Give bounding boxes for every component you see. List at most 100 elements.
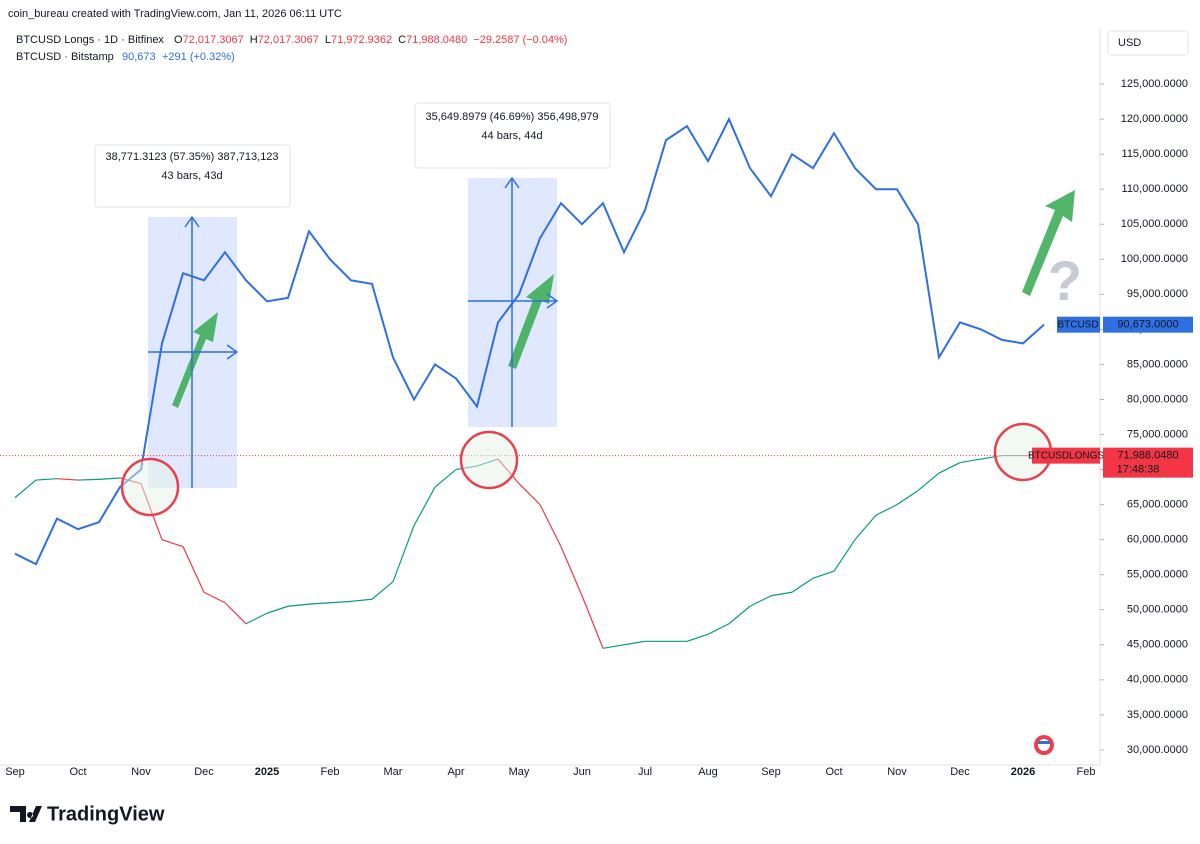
longs-segment <box>938 462 961 474</box>
y-tick-label: 95,000.0000 <box>1127 288 1188 300</box>
x-tick-label: Mar <box>384 766 403 778</box>
btcusd-line <box>14 116 1045 566</box>
x-tick-label: Apr <box>447 766 464 778</box>
longs-segment <box>266 605 289 614</box>
longs-segment <box>14 479 37 499</box>
x-tick-label: Sep <box>761 766 781 778</box>
y-tick-label: 45,000.0000 <box>1127 639 1188 651</box>
longs-segment <box>959 458 982 464</box>
longs-segment <box>245 612 268 625</box>
y-tick-label: 55,000.0000 <box>1127 569 1188 581</box>
longs-segment <box>35 478 58 481</box>
legend-value: 71,988.0480 <box>406 34 467 46</box>
legend-key: H <box>250 34 258 46</box>
y-tick-label: 125,000.0000 <box>1121 78 1188 90</box>
price-label: 90,673.0000 <box>1117 319 1178 331</box>
countdown-label: 17:48:38 <box>1117 464 1160 476</box>
x-tick-label: Oct <box>825 766 842 778</box>
measure-text: 35,649.8979 (46.69%) 356,498,979 <box>425 111 598 123</box>
longs-segment <box>875 504 898 516</box>
series-name-label: BTCUSD <box>1057 319 1098 330</box>
measure-text: 44 bars, 44d <box>481 130 542 142</box>
longs-segment <box>749 595 772 607</box>
legend-price: 90,673 <box>122 51 156 63</box>
y-tick-label: 110,000.0000 <box>1122 183 1188 195</box>
y-tick-label: 35,000.0000 <box>1127 709 1188 721</box>
longs-segment <box>896 490 919 506</box>
series-name-label: BTCUSDLONGS <box>1028 450 1104 461</box>
legend-key: O <box>174 34 183 46</box>
longs-segment <box>917 472 940 492</box>
x-tick-label: Feb <box>321 766 340 778</box>
highlight-circle <box>459 430 519 490</box>
longs-segment <box>686 633 709 642</box>
y-tick-label: 105,000.0000 <box>1121 218 1188 230</box>
price-label: 71,988.0480 <box>1117 450 1178 462</box>
legend-title: BTCUSD Longs · 1D · Bitfinex <box>16 34 164 46</box>
longs-segment <box>287 603 310 607</box>
x-tick-label: Jun <box>573 766 591 778</box>
y-tick-label: 120,000.0000 <box>1121 113 1188 125</box>
price-label-bg <box>1103 316 1193 333</box>
x-tick-label: Nov <box>887 766 907 778</box>
x-tick-label: Jul <box>638 766 652 778</box>
legend-ohlc: O72,017.3067 H72,017.3067 L71,972.9362 C71,… <box>174 34 567 46</box>
longs-segment <box>329 600 352 604</box>
currency-button[interactable] <box>1107 30 1189 56</box>
longs-segment <box>56 478 79 481</box>
measure-arrow-head <box>504 176 520 189</box>
credit: coin_bureau created with TradingView.com… <box>8 8 342 20</box>
y-tick-label: 30,000.0000 <box>1127 744 1188 756</box>
y-tick-label: 115,000.0000 <box>1122 148 1188 160</box>
price-label-bg <box>1057 316 1100 333</box>
measure-arrow-head <box>546 293 559 309</box>
longs-segment <box>350 598 373 602</box>
y-tick-label: 50,000.0000 <box>1127 604 1188 616</box>
longs-segment <box>854 514 877 541</box>
y-tick-label: 100,000.0000 <box>1121 253 1188 265</box>
longs-segment <box>413 486 436 526</box>
longs-segment <box>161 539 184 548</box>
longs-segment <box>728 605 751 625</box>
x-tick-label: Dec <box>194 766 214 778</box>
y-tick-label: 65,000.0000 <box>1127 499 1188 511</box>
highlight-circle <box>120 457 180 517</box>
longs-segment <box>791 577 814 593</box>
longs-segment <box>833 539 856 572</box>
y-tick-label: 75,000.0000 <box>1127 428 1188 440</box>
longs-segment <box>203 591 226 604</box>
x-tick-label: 2025 <box>255 766 279 778</box>
x-tick-label: Nov <box>131 766 151 778</box>
measure-text: 43 bars, 43d <box>161 170 222 182</box>
longs-segment <box>224 602 247 625</box>
longs-segment <box>77 478 100 481</box>
green-arrow <box>172 312 218 408</box>
brand: TradingView <box>47 803 165 825</box>
legend-change: −29.2587 (−0.04%) <box>473 34 567 46</box>
legend-value: 71,972.9362 <box>331 34 392 46</box>
measure-box <box>414 102 611 169</box>
longs-segment <box>560 546 583 596</box>
longs-segment <box>371 581 394 600</box>
longs-segment <box>308 602 331 605</box>
legend: BTCUSD Longs · 1D · Bitfinex O72,017.306… <box>16 34 567 63</box>
x-tick-label: Sep <box>5 766 25 778</box>
y-tick-label: 85,000.0000 <box>1127 358 1188 370</box>
longs-segment <box>518 483 541 506</box>
longs-segment <box>602 644 625 649</box>
y-tick-label: 40,000.0000 <box>1127 674 1188 686</box>
legend-key: C <box>398 34 406 46</box>
y-tick-label: 60,000.0000 <box>1127 534 1188 546</box>
legend-value: 72,017.3067 <box>258 34 319 46</box>
logo <box>10 806 42 822</box>
x-tick-label: 2026 <box>1011 766 1035 778</box>
longs-segment <box>392 525 415 582</box>
longs-segment <box>770 591 793 597</box>
legend-value: 72,017.3067 <box>183 34 244 46</box>
x-tick-label: May <box>509 766 530 778</box>
longs-segment <box>812 570 835 579</box>
longs-segment <box>434 469 457 488</box>
question-mark: ? <box>1048 249 1082 312</box>
x-tick-label: Dec <box>950 766 970 778</box>
